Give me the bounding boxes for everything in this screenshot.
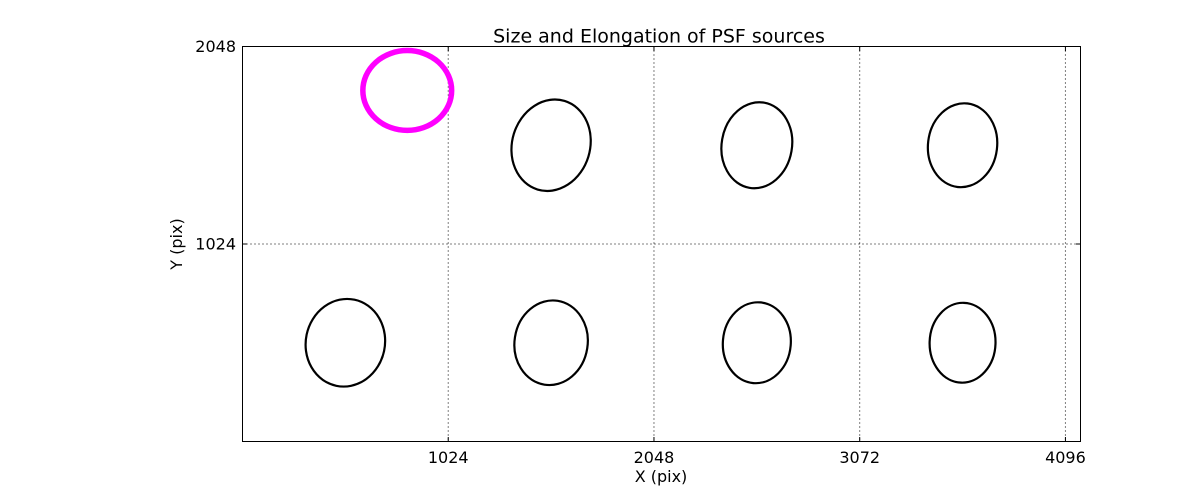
y-tick-label: 1024 (195, 235, 236, 254)
plot-area: 1024 2048 3072 4096 1024 2048 (195, 37, 1086, 467)
psf-source-highlight-ellipse (360, 47, 455, 134)
psf-source-ellipse (720, 101, 794, 190)
psf-source-ellipse (928, 301, 997, 384)
psf-source-ellipse (510, 98, 592, 193)
x-axis-label: X (pix) (635, 467, 688, 486)
y-tick-label: 2048 (195, 37, 236, 56)
x-tick-label: 2048 (634, 448, 675, 467)
x-tick-label: 3072 (839, 448, 880, 467)
y-axis-label: Y (pix) (167, 218, 186, 270)
plot-title: Size and Elongation of PSF sources (493, 26, 825, 48)
x-tick-label: 4096 (1045, 448, 1086, 467)
psf-source-ellipse (304, 297, 387, 388)
psf-source-ellipse (926, 102, 999, 189)
psf-source-ellipse (513, 299, 589, 387)
psf-source-ellipse (721, 301, 792, 385)
x-tick-label: 1024 (428, 448, 469, 467)
